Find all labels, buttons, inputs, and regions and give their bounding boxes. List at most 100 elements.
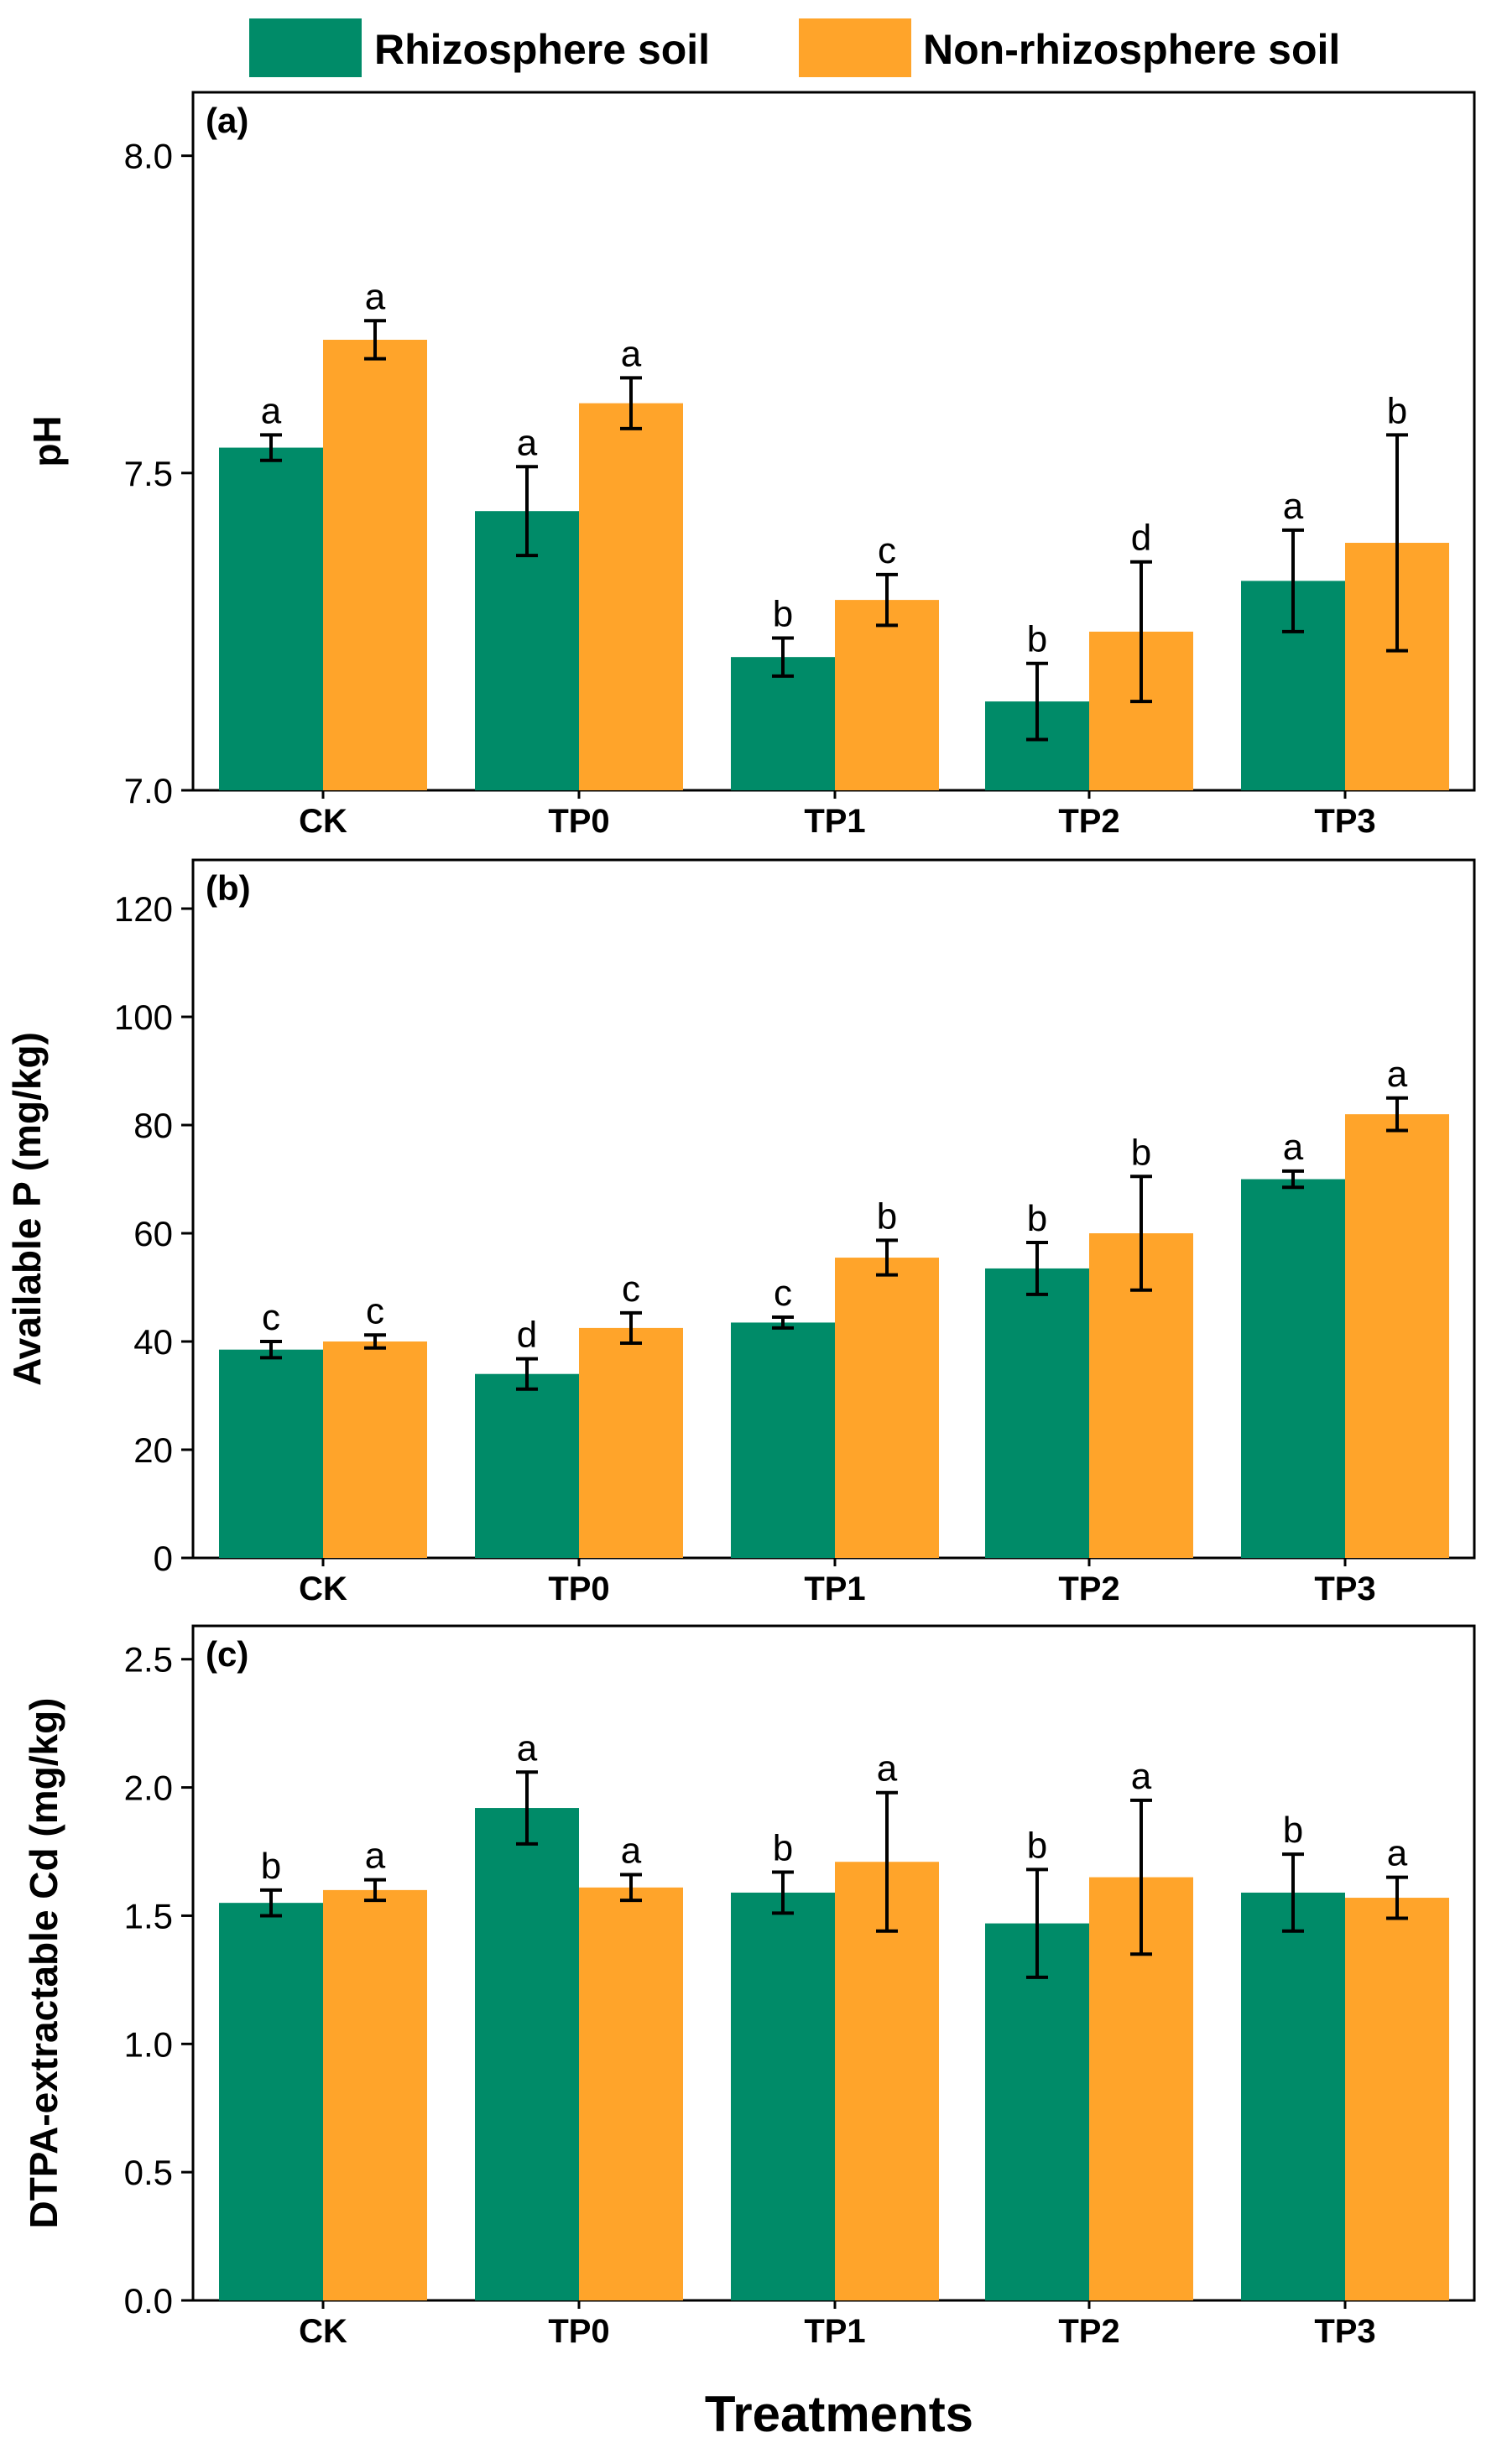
bar-rhizosphere [985,1923,1089,2300]
y-tick-label: 8.0 [124,137,173,176]
significance-letter: c [774,1273,792,1314]
x-tick-label: TP3 [1314,2313,1375,2350]
significance-letter: a [621,333,642,374]
legend-label-non-rhizosphere: Non-rhizosphere soil [923,26,1340,73]
x-tick-label: TP1 [804,1571,865,1607]
x-tick-label: CK [299,1571,347,1607]
significance-letter: d [1131,518,1151,559]
significance-letter: a [1387,1833,1408,1874]
y-tick-label: 0 [154,1539,173,1578]
bar-non-rhizosphere [579,1887,683,2300]
significance-letter: b [773,1827,793,1868]
significance-letter: b [1027,1198,1047,1239]
significance-letter: a [621,1831,642,1872]
bar-rhizosphere [475,1373,579,1558]
significance-letter: a [1387,1054,1408,1095]
x-tick-label: TP2 [1058,1571,1119,1607]
y-tick-label: 0.5 [124,2153,173,2192]
x-tick-label: TP2 [1058,2313,1119,2350]
bar-non-rhizosphere [835,1258,939,1558]
y-axis-title: DTPA-extractable Cd (mg/kg) [22,1697,65,2228]
x-tick-label: CK [299,2313,347,2350]
panel-a: 7.0 7.5 8.0 (a) pH CK TP0 TP1 TP2 TP3 a a b b a a a c d b [25,91,1476,840]
significance-letter: b [261,1846,281,1887]
significance-letter: d [517,1315,537,1356]
x-tick-label: TP3 [1314,803,1375,840]
bar-non-rhizosphere [1345,1114,1449,1558]
y-tick-label: 7.0 [124,771,173,810]
y-axis-title: Available P (mg/kg) [5,1032,49,1386]
bar-rhizosphere [219,447,323,790]
bar-non-rhizosphere [323,339,427,790]
y-tick-label: 120 [114,889,173,929]
significance-letter: b [1283,1810,1303,1851]
panel-label: (b) [206,868,251,908]
significance-letter: c [262,1297,280,1338]
significance-letter: b [877,1196,897,1237]
y-axis-title: pH [25,415,69,466]
x-tick-label: TP3 [1314,1571,1375,1607]
legend-swatch-non-rhizosphere [799,18,911,77]
bar-non-rhizosphere [323,1341,427,1558]
legend-label-rhizosphere: Rhizosphere soil [374,26,710,73]
bar-non-rhizosphere [1345,1898,1449,2300]
bar-rhizosphere [219,1903,323,2300]
x-tick-label: TP2 [1058,803,1119,840]
panel-b: 0 20 40 60 80 100 120 (b) Available P (mg/kg) CK T… [5,858,1476,1607]
bar-non-rhizosphere [835,1862,939,2300]
x-tick-label: TP1 [804,2313,865,2350]
panel-label: (c) [206,1634,248,1674]
bar-non-rhizosphere [835,600,939,790]
significance-letter: b [1387,390,1407,431]
significance-letter: a [365,276,386,317]
bar-rhizosphere [1241,1892,1345,2300]
y-tick-label: 40 [133,1322,173,1362]
y-tick-label: 1.0 [124,2024,173,2064]
bar-rhizosphere [731,1322,835,1558]
significance-letter: a [877,1748,898,1789]
y-tick-label: 80 [133,1106,173,1145]
significance-letter: b [1131,1132,1151,1173]
x-tick-label: CK [299,803,347,840]
bar-rhizosphere [731,657,835,790]
bar-non-rhizosphere [579,1327,683,1558]
bar-non-rhizosphere [323,1889,427,2300]
y-tick-label: 1.5 [124,1896,173,1935]
legend: Rhizosphere soil Non-rhizosphere soil [249,18,1340,77]
bar-rhizosphere [219,1349,323,1558]
x-tick-label: TP0 [548,2313,609,2350]
x-tick-label: TP0 [548,803,609,840]
significance-letter: b [1027,619,1047,660]
x-tick-label: TP0 [548,1571,609,1607]
bar-rhizosphere [475,511,579,790]
y-tick-label: 2.0 [124,1769,173,1808]
bar-rhizosphere [1241,1179,1345,1558]
y-tick-label: 100 [114,998,173,1037]
y-tick-label: 60 [133,1214,173,1253]
x-tick-label: TP1 [804,803,865,840]
bar-rhizosphere [731,1892,835,2300]
significance-letter: c [622,1268,640,1310]
panel-c: 0.0 0.5 1.0 1.5 2.0 2.5 (c) DTPA-extractable Cd… [22,1624,1476,2350]
significance-letter: a [1283,486,1304,527]
legend-swatch-rhizosphere [249,18,362,77]
x-axis-title: Treatments [705,2386,973,2442]
significance-letter: a [517,1727,538,1769]
y-tick-label: 2.5 [124,1640,173,1680]
significance-letter: a [1131,1756,1152,1797]
y-tick-label: 0.0 [124,2281,173,2321]
significance-letter: c [878,530,896,571]
bar-rhizosphere [475,1808,579,2300]
significance-letter: a [261,390,282,431]
significance-letter: a [365,1836,386,1877]
y-tick-label: 20 [133,1430,173,1470]
chart-panels: 7.0 7.5 8.0 (a) pH CK TP0 TP1 TP2 TP3 a a b b a a a c d b 0 2… [5,91,1476,2350]
significance-letter: a [1283,1127,1304,1168]
y-tick-label: 7.5 [124,454,173,493]
bar-rhizosphere [985,1268,1089,1558]
significance-letter: b [773,593,793,634]
bar-non-rhizosphere [579,403,683,790]
significance-letter: b [1027,1825,1047,1866]
significance-letter: a [517,422,538,463]
